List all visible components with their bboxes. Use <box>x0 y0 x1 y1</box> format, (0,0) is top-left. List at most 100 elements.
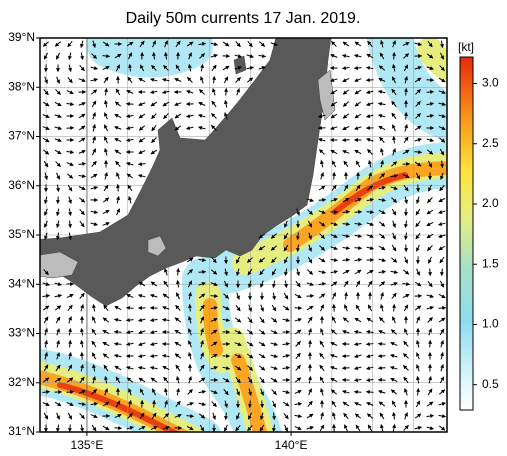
arrow <box>415 100 421 107</box>
arrow <box>162 426 170 430</box>
arrow <box>198 390 207 394</box>
arrow <box>210 42 219 46</box>
arrow <box>402 174 410 178</box>
arrow <box>355 304 361 312</box>
arrow <box>439 328 445 336</box>
arrow <box>114 53 122 59</box>
arrow <box>341 354 350 359</box>
arrow <box>102 353 110 359</box>
landmass <box>40 38 332 307</box>
arrow <box>79 209 85 216</box>
arrow <box>103 76 109 84</box>
colorbar-label: 2.5 <box>482 136 499 150</box>
arrow <box>439 65 445 72</box>
arrow <box>415 220 421 228</box>
arrow <box>438 102 447 106</box>
arrow <box>185 126 194 130</box>
arrow <box>414 305 422 311</box>
arrow <box>403 184 409 192</box>
arrow <box>392 220 396 228</box>
arrow <box>78 102 86 106</box>
arrow <box>438 293 446 299</box>
arrow <box>392 148 396 156</box>
landmass <box>40 251 79 279</box>
arrow <box>307 256 313 264</box>
arrow <box>391 76 397 84</box>
arrow <box>162 365 170 371</box>
arrow <box>211 113 217 119</box>
arrow <box>320 304 324 312</box>
arrow <box>258 245 266 251</box>
arrow <box>43 316 49 324</box>
arrow <box>379 233 386 239</box>
arrow <box>390 389 397 395</box>
arrow <box>151 412 157 420</box>
arrow <box>428 339 433 348</box>
arrow <box>199 364 205 372</box>
arrow <box>174 329 182 335</box>
arrow <box>115 88 121 96</box>
arrow <box>164 400 168 408</box>
arrow <box>222 377 230 383</box>
arrow <box>440 364 444 372</box>
arrow <box>403 53 410 59</box>
arrow <box>354 101 362 107</box>
arrow <box>103 124 109 132</box>
arrow <box>186 402 194 406</box>
arrow <box>414 150 423 155</box>
arrow <box>392 124 396 132</box>
arrow <box>367 424 373 432</box>
arrow <box>258 329 266 335</box>
arrow <box>378 198 387 202</box>
arrow <box>366 270 374 274</box>
arrow <box>151 124 157 132</box>
arrow <box>440 351 444 360</box>
arrow <box>235 256 241 264</box>
arrow <box>67 76 73 84</box>
arrow <box>342 234 351 238</box>
arrow <box>341 66 350 71</box>
arrow <box>378 125 386 131</box>
arrow <box>54 305 62 311</box>
arrow <box>317 114 326 118</box>
arrow <box>272 280 276 289</box>
arrow <box>224 424 228 432</box>
arrow <box>92 375 96 384</box>
arrow <box>391 112 397 120</box>
arrow <box>128 399 132 408</box>
map <box>40 38 447 432</box>
arrow <box>54 377 62 383</box>
arrow <box>439 185 445 192</box>
arrow <box>390 378 398 382</box>
arrow <box>246 329 254 335</box>
arrow <box>91 363 96 372</box>
arrow <box>258 257 266 263</box>
arrow <box>78 197 86 203</box>
arrow <box>212 75 217 84</box>
arrow <box>377 341 386 346</box>
arrow <box>78 390 86 394</box>
arrow <box>426 102 435 106</box>
arrow <box>366 317 374 323</box>
arrow <box>354 89 362 95</box>
arrow <box>438 389 446 395</box>
arrow <box>353 354 362 358</box>
arrow <box>187 388 193 395</box>
arrow <box>378 65 386 71</box>
arrow <box>126 426 135 430</box>
arrow <box>366 210 375 215</box>
arrow <box>188 52 192 60</box>
landmass <box>317 69 336 121</box>
arrow <box>104 147 108 156</box>
arrow <box>366 413 373 419</box>
arrow <box>440 172 444 180</box>
arrow <box>43 149 50 155</box>
arrow <box>318 210 326 214</box>
arrow <box>175 400 181 408</box>
arrow <box>319 352 325 360</box>
arrow <box>67 424 72 432</box>
arrow <box>296 268 300 276</box>
arrow <box>78 186 86 190</box>
arrow <box>295 280 301 288</box>
arrow <box>91 340 97 348</box>
